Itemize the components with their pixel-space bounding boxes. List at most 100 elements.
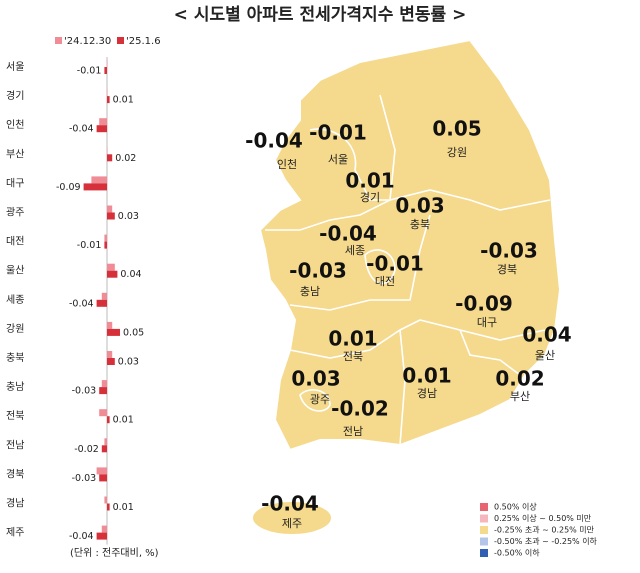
bar	[96, 532, 107, 540]
bar	[99, 474, 107, 482]
map-region-name: 충북	[410, 218, 430, 231]
map-value: 0.04	[522, 323, 571, 347]
category-label: 충남	[6, 381, 24, 393]
map-legend-label: -0.25% 초과 ~ 0.25% 미만	[494, 526, 595, 535]
category-label: 강원	[6, 323, 24, 335]
bar	[96, 467, 107, 475]
bar	[101, 380, 107, 388]
bar	[101, 445, 107, 453]
map-value: -0.04	[319, 222, 377, 246]
border	[459, 329, 521, 376]
category-label: 인천	[6, 119, 24, 131]
note: (단위 : 전주대비, %)	[70, 546, 159, 559]
value-label: 0.01	[113, 415, 134, 426]
bar	[104, 438, 107, 446]
category-label: 대구	[6, 177, 24, 189]
border	[289, 214, 431, 311]
value-label: 0.01	[113, 502, 134, 513]
category-label: 광주	[6, 207, 24, 219]
map-legend-swatch	[480, 549, 488, 557]
map-legend-label: 0.25% 이상 ~ 0.50% 미만	[494, 513, 592, 523]
border	[309, 128, 390, 201]
map-legend-label: -0.50% 이하	[494, 548, 540, 558]
value-label: 0.05	[123, 327, 144, 338]
bar	[107, 60, 108, 67]
category-label: 부산	[6, 148, 24, 160]
map-region-name: 전남	[343, 425, 363, 438]
map-value: -0.04	[245, 129, 303, 153]
map-region-name: 대구	[477, 316, 497, 329]
map-region-name: 경북	[497, 263, 517, 276]
title: < 시도별 아파트 전세가격지수 변동률 >	[174, 5, 467, 25]
category-label: 대전	[6, 236, 24, 248]
map-region-name: 충남	[300, 285, 320, 298]
map-region-name: 전북	[343, 350, 363, 363]
map-value: 0.03	[395, 194, 444, 218]
map-value: -0.02	[331, 397, 389, 421]
border	[364, 249, 396, 285]
bar	[91, 176, 107, 184]
category-label: 경기	[6, 89, 24, 102]
map-region-name: 경기	[360, 191, 380, 204]
map-mainland	[258, 38, 562, 452]
value-label: -0.01	[77, 240, 102, 251]
value-label: -0.04	[69, 531, 94, 542]
bar	[107, 328, 120, 336]
category-label: 충북	[6, 352, 24, 364]
bar	[107, 205, 113, 213]
map-region-name: 세종	[345, 244, 365, 257]
category-label: 서울	[6, 61, 24, 73]
value-label: -0.02	[74, 444, 99, 455]
border	[299, 389, 331, 412]
bar	[99, 118, 107, 126]
category-label: 전남	[6, 439, 24, 451]
category-label: 울산	[6, 265, 24, 277]
map-jeju	[251, 500, 333, 536]
bar	[101, 525, 107, 533]
map-region-name: 서울	[328, 153, 348, 166]
bar	[104, 67, 107, 74]
bar	[107, 416, 110, 424]
map-value: 0.03	[291, 367, 340, 391]
map-region-name: 인천	[277, 157, 297, 171]
value-label: -0.09	[56, 182, 81, 193]
map-legend-label: -0.50% 초과 ~ -0.25% 이하	[494, 536, 598, 546]
bar	[107, 351, 113, 358]
map-value: -0.09	[455, 292, 513, 316]
map-value: 0.01	[402, 364, 451, 388]
value-label: 0.03	[118, 357, 139, 368]
value-label: -0.04	[69, 298, 94, 309]
map-value: -0.01	[366, 252, 424, 276]
map-value: -0.04	[261, 492, 319, 516]
map-value: 0.01	[328, 327, 377, 351]
bar	[99, 409, 107, 417]
bar	[99, 387, 107, 395]
map-value: 0.02	[495, 367, 544, 391]
value-label: 0.01	[113, 95, 134, 106]
bar	[107, 89, 108, 97]
value-label: -0.03	[72, 473, 97, 484]
bar	[96, 125, 107, 133]
bar	[104, 496, 107, 504]
legend-swatch	[117, 37, 124, 44]
value-label: -0.03	[72, 386, 97, 397]
map-value: 0.05	[432, 117, 481, 141]
map-region-name: 울산	[535, 349, 555, 362]
category-label: 경남	[6, 497, 24, 510]
map-value: -0.03	[289, 259, 347, 283]
legend-swatch	[55, 37, 62, 44]
bar	[104, 241, 107, 249]
bar	[107, 147, 108, 155]
map-legend-swatch	[480, 514, 488, 523]
legend-label: '24.12.30	[64, 36, 111, 47]
bar	[107, 212, 115, 220]
map-value: 0.01	[345, 169, 394, 193]
map-value: -0.01	[309, 121, 367, 145]
map-region-name: 부산	[510, 390, 530, 403]
bar	[107, 96, 110, 104]
map-region-name: 제주	[282, 517, 302, 530]
bar	[101, 292, 107, 300]
border	[399, 329, 406, 446]
bar	[104, 234, 107, 242]
title-bar	[0, 0, 640, 28]
